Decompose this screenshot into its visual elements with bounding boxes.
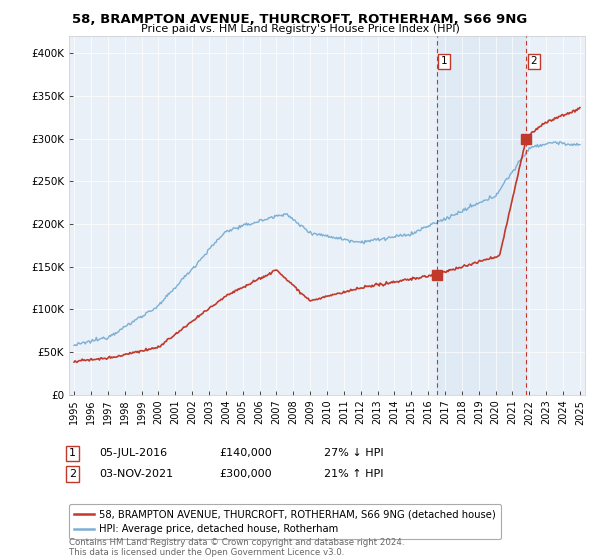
Text: 2: 2 xyxy=(531,57,538,67)
Text: £300,000: £300,000 xyxy=(219,469,272,479)
Text: 21% ↑ HPI: 21% ↑ HPI xyxy=(324,469,383,479)
Text: 27% ↓ HPI: 27% ↓ HPI xyxy=(324,449,383,459)
Text: Contains HM Land Registry data © Crown copyright and database right 2024.
This d: Contains HM Land Registry data © Crown c… xyxy=(69,538,404,557)
Text: 1: 1 xyxy=(69,449,76,459)
Text: £140,000: £140,000 xyxy=(219,449,272,459)
Text: 58, BRAMPTON AVENUE, THURCROFT, ROTHERHAM, S66 9NG: 58, BRAMPTON AVENUE, THURCROFT, ROTHERHA… xyxy=(73,13,527,26)
Text: 1: 1 xyxy=(441,57,448,67)
Text: Price paid vs. HM Land Registry's House Price Index (HPI): Price paid vs. HM Land Registry's House … xyxy=(140,24,460,34)
Legend: 58, BRAMPTON AVENUE, THURCROFT, ROTHERHAM, S66 9NG (detached house), HPI: Averag: 58, BRAMPTON AVENUE, THURCROFT, ROTHERHA… xyxy=(69,504,501,539)
Text: 2: 2 xyxy=(69,469,76,479)
Text: 03-NOV-2021: 03-NOV-2021 xyxy=(99,469,173,479)
Bar xyxy=(437,36,526,395)
Text: 05-JUL-2016: 05-JUL-2016 xyxy=(99,449,167,459)
